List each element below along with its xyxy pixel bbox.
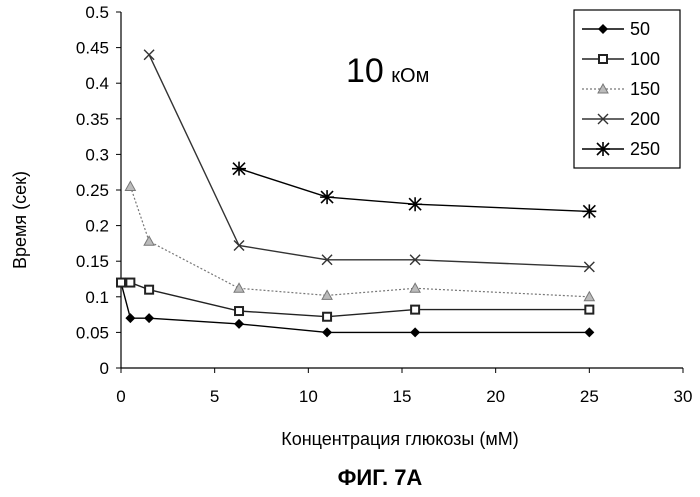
legend-marker (597, 113, 609, 125)
series-layer (116, 49, 597, 338)
legend-label: 250 (630, 139, 660, 159)
data-point-150 (321, 289, 333, 300)
data-point-150 (409, 282, 421, 293)
x-axis-label: Концентрация глюкозы (мМ) (281, 429, 518, 449)
legend-label: 200 (630, 109, 660, 129)
data-point-250 (582, 204, 597, 219)
resistance-annotation-unit: кОм (391, 65, 429, 87)
data-point-50 (410, 327, 421, 338)
data-point-100 (125, 277, 136, 288)
series-line-50 (120, 282, 590, 334)
data-point-150 (583, 290, 596, 302)
series-100 (116, 277, 595, 322)
legend: 50 100 150 200 250 (573, 9, 681, 169)
y-tick-label: 0.1 (85, 288, 109, 307)
legend-marker (598, 54, 608, 64)
series-150 (124, 180, 596, 302)
data-point-50 (125, 313, 136, 324)
data-point-150 (143, 235, 155, 246)
y-tick-label: 0 (100, 359, 109, 378)
legend-item-200: 200 (582, 109, 660, 129)
y-tick-label: 0.35 (76, 110, 109, 129)
resistance-annotation-value: 10 (346, 52, 384, 90)
data-point-250 (408, 197, 423, 212)
x-tick-label: 30 (674, 387, 693, 406)
data-point-100 (322, 311, 333, 322)
y-tick-label: 0.3 (85, 145, 109, 164)
plot-axes: 0 0.05 0.1 0.15 0.2 0.25 0.3 0.35 0.4 0.45 0.5 0 5 10… (76, 3, 693, 406)
series-line-250 (238, 167, 590, 213)
legend-marker (598, 24, 608, 34)
y-tick-label: 0.15 (76, 252, 109, 271)
series-line-100 (121, 281, 590, 318)
resistance-annotation: 10 кОм (346, 52, 429, 90)
legend-label: 150 (630, 79, 660, 99)
legend-item-250: 250 (582, 139, 660, 159)
legend-item-150: 150 (582, 79, 660, 99)
series-200 (143, 49, 595, 273)
data-point-200 (143, 49, 155, 61)
series-50 (116, 277, 595, 338)
data-point-100 (584, 304, 595, 315)
legend-label: 50 (630, 19, 650, 39)
x-tick-label: 0 (116, 387, 125, 406)
y-tick-label: 0.5 (85, 3, 109, 22)
data-point-100 (116, 277, 126, 288)
series-250 (232, 161, 597, 219)
x-tick-label: 20 (486, 387, 505, 406)
data-point-100 (144, 284, 155, 295)
data-point-100 (234, 306, 245, 317)
y-tick-label: 0.05 (76, 323, 109, 342)
legend-marker (596, 142, 610, 156)
legend-label: 100 (630, 49, 660, 69)
data-point-200 (409, 254, 421, 266)
data-point-50 (234, 318, 245, 329)
data-point-100 (410, 304, 421, 315)
x-tick-label: 10 (299, 387, 318, 406)
data-point-200 (583, 261, 595, 273)
y-tick-label: 0.4 (85, 74, 109, 93)
data-point-200 (233, 240, 245, 252)
figure-caption: ФИГ. 7А (338, 465, 423, 490)
legend-item-50: 50 (582, 19, 650, 39)
y-tick-label: 0.45 (76, 39, 109, 58)
y-axis-label: Время (сек) (10, 171, 30, 269)
y-tick-label: 0.25 (76, 181, 109, 200)
data-point-50 (144, 313, 155, 324)
data-point-250 (232, 161, 247, 176)
data-point-200 (321, 254, 333, 266)
series-line-150 (129, 186, 590, 298)
legend-box (573, 9, 681, 169)
data-point-50 (584, 327, 595, 338)
data-point-150 (124, 180, 137, 191)
data-point-50 (322, 327, 333, 338)
data-point-250 (320, 190, 335, 205)
x-tick-label: 15 (393, 387, 412, 406)
x-tick-label: 25 (580, 387, 599, 406)
legend-item-100: 100 (582, 49, 660, 69)
y-tick-label: 0.2 (85, 217, 109, 236)
data-point-150 (233, 282, 245, 293)
x-tick-label: 5 (210, 387, 219, 406)
legend-marker (597, 82, 609, 94)
